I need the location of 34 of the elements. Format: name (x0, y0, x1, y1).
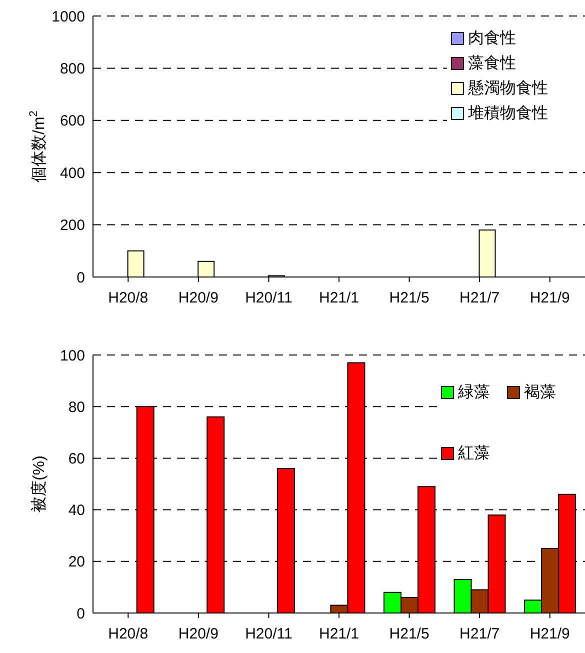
x-tick-label: H21/1 (318, 626, 360, 643)
y-tick-label: 100 (60, 347, 85, 364)
legend-label: 緑藻 (458, 382, 490, 403)
legend-label: 褐藻 (524, 382, 556, 403)
x-tick-label: H21/5 (389, 626, 430, 643)
legend-label: 堆積物食性 (468, 104, 548, 124)
x-tick-label: H21/9 (530, 626, 570, 643)
x-tick-label: H20/8 (108, 290, 148, 307)
x-tick-label: H21/9 (530, 290, 570, 307)
y-tick-label: 1000 (52, 8, 85, 26)
y-tick-label: 60 (68, 450, 85, 468)
x-tick-label: H20/11 (245, 626, 292, 643)
legend-label: 藻食性 (468, 54, 516, 74)
legend-label: 肉食性 (468, 29, 516, 49)
y-tick-label: 0 (76, 269, 85, 286)
x-tick-label: H20/11 (245, 290, 292, 307)
y-tick-label: 400 (60, 164, 85, 182)
y-tick-label: 600 (60, 112, 85, 130)
x-tick-label: H20/9 (178, 290, 218, 307)
y-tick-label: 0 (76, 605, 85, 622)
x-tick-label: H21/7 (460, 626, 500, 643)
legend-label: 懸濁物食性 (468, 78, 548, 99)
y-tick-label: 20 (68, 554, 85, 571)
x-tick-label: H21/1 (318, 290, 360, 307)
legend-label: 紅藻 (458, 444, 490, 464)
x-tick-label: H20/8 (108, 626, 148, 643)
x-tick-label: H21/7 (460, 290, 500, 307)
x-tick-label: H21/5 (389, 290, 430, 307)
y-tick-label: 200 (60, 217, 85, 234)
y-tick-label: 80 (68, 398, 85, 416)
y-tick-label: 800 (60, 60, 85, 78)
x-tick-label: H20/9 (178, 626, 218, 643)
y-axis-title: 被度(%) (30, 456, 48, 512)
y-tick-label: 40 (68, 502, 85, 520)
